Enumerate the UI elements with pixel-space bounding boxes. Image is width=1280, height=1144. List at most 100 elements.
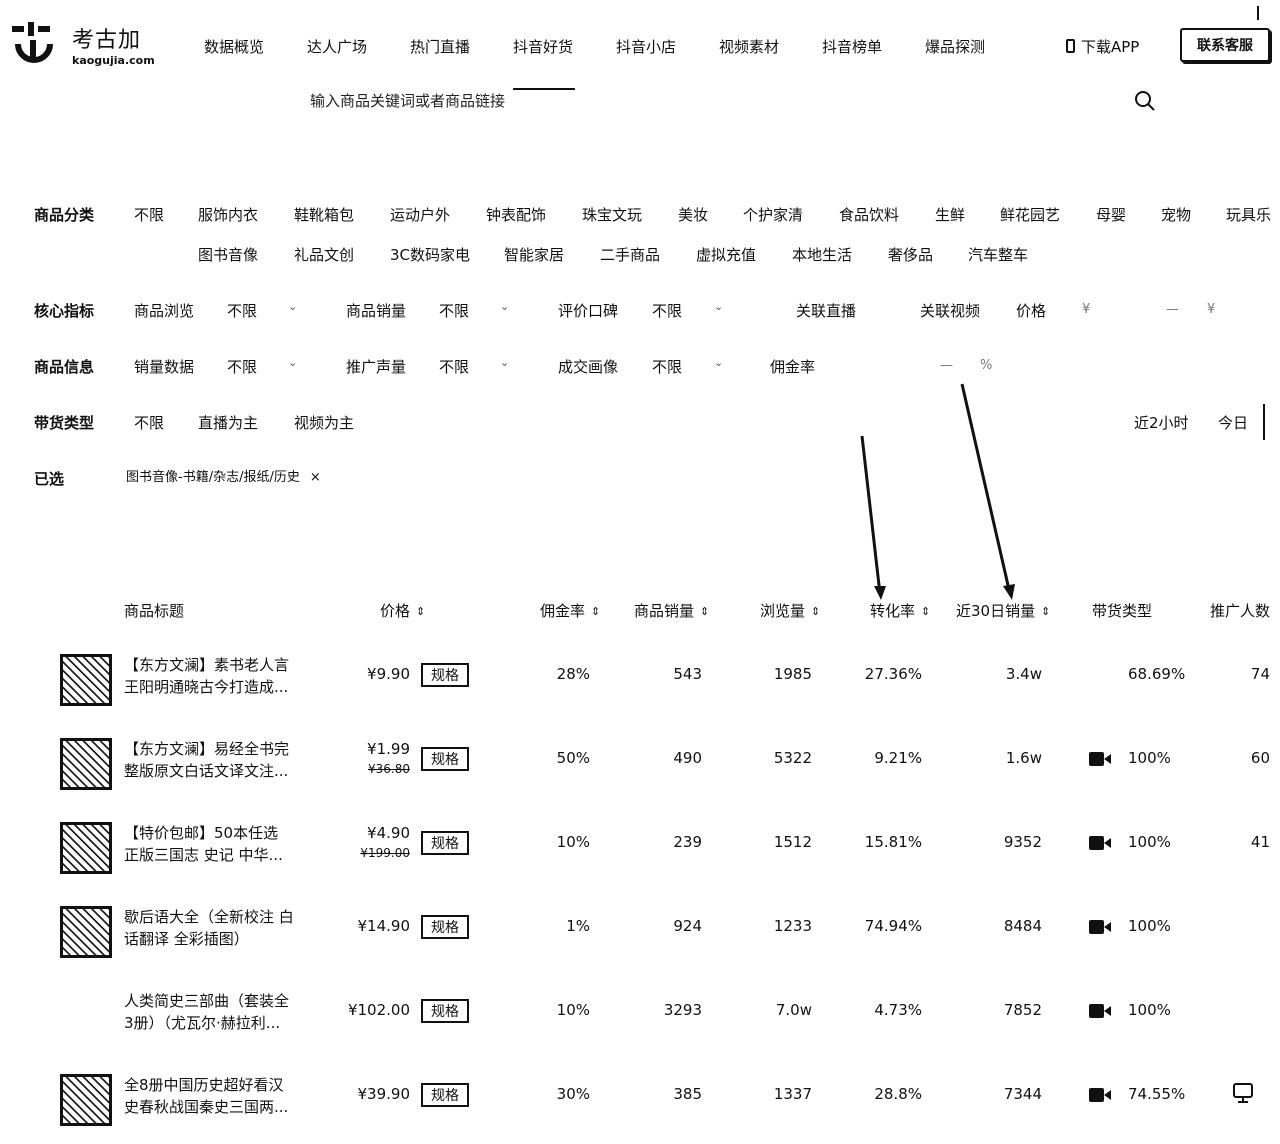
carry-type-option[interactable]: 直播为主 <box>198 414 259 432</box>
sort-icon[interactable]: ⇕ <box>416 605 426 618</box>
table-row[interactable]: 全8册中国历史超好看汉 史春秋战国秦史三国两... ¥39.90 规格 30% 3… <box>0 1066 1280 1136</box>
table-row[interactable]: 人类简史三部曲（套装全 3册）（尤瓦尔·赫拉利... ¥102.00 规格 10%… <box>0 982 1280 1052</box>
product-thumbnail[interactable] <box>60 1074 112 1126</box>
nav-item-video[interactable]: 视频素材 <box>719 38 780 56</box>
table-row[interactable]: 【东方文澜】易经全书完 整版原文白话文译文注... ¥1.99 ¥36.80 规格 … <box>0 730 1280 800</box>
monitor-icon[interactable] <box>1232 1082 1254 1104</box>
col-header-conversion[interactable]: 转化率 ⇕ <box>870 600 930 621</box>
product-title[interactable]: 歇后语大全（全新校注 白话翻译 全彩插图） <box>124 908 294 948</box>
category-option[interactable]: 服饰内衣 <box>198 206 259 224</box>
category-option[interactable]: 图书音像 <box>198 246 259 264</box>
category-option[interactable]: 钟表配饰 <box>486 206 547 224</box>
col-header-commission[interactable]: 佣金率 ⇕ <box>540 600 600 621</box>
col-header-views-label: 浏览量 <box>760 602 806 620</box>
core-metrics-row: 核心指标 商品浏览 不限 ⌄ 商品销量 不限 ⌄ 评价口碑 不限 ⌄ 关联直播 … <box>0 300 1280 324</box>
category-option[interactable]: 宠物 <box>1161 206 1192 224</box>
category-option[interactable]: 汽车整车 <box>968 246 1029 264</box>
spec-button[interactable]: 规格 <box>421 747 469 771</box>
promo-volume-select[interactable]: 不限 <box>439 358 470 376</box>
spec-button[interactable]: 规格 <box>421 831 469 855</box>
nav-item-shop[interactable]: 抖音小店 <box>616 38 677 56</box>
sort-icon[interactable]: ⇕ <box>1041 605 1051 618</box>
category-option[interactable]: 母婴 <box>1096 206 1127 224</box>
category-option[interactable]: 礼品文创 <box>294 246 355 264</box>
product-thumbnail[interactable] <box>60 906 112 958</box>
chevron-down-icon[interactable]: ⌄ <box>500 300 510 313</box>
chevron-down-icon[interactable]: ⌄ <box>714 300 724 313</box>
spec-button[interactable]: 规格 <box>421 999 469 1023</box>
nav-item-rankings[interactable]: 抖音榜单 <box>822 38 883 56</box>
category-option[interactable]: 鞋靴箱包 <box>294 206 355 224</box>
chevron-down-icon[interactable]: ⌄ <box>288 356 298 369</box>
category-option[interactable]: 运动户外 <box>390 206 451 224</box>
nav-item-overview[interactable]: 数据概览 <box>204 38 265 56</box>
category-option[interactable]: 奢侈品 <box>888 246 934 264</box>
category-option[interactable]: 3C数码家电 <box>390 246 471 264</box>
category-option[interactable]: 珠宝文玩 <box>582 206 643 224</box>
promo-volume-label: 推广声量 <box>346 358 407 376</box>
chevron-down-icon[interactable]: ⌄ <box>500 356 510 369</box>
download-label: 下载APP <box>1081 38 1140 56</box>
table-row[interactable]: 歇后语大全（全新校注 白话翻译 全彩插图） ¥14.90 规格 1% 924 1… <box>0 898 1280 968</box>
col-header-price[interactable]: 价格 ⇕ <box>380 600 425 621</box>
time-option-2h[interactable]: 近2小时 <box>1134 414 1189 432</box>
category-option[interactable]: 生鲜 <box>935 206 966 224</box>
product-thumbnail[interactable] <box>60 738 112 790</box>
product-thumbnail[interactable] <box>60 990 112 1042</box>
product-thumbnail[interactable] <box>60 654 112 706</box>
commission-max-input[interactable]: % <box>980 358 993 373</box>
col-header-sales[interactable]: 商品销量 ⇕ <box>634 600 709 621</box>
category-option[interactable]: 个护家清 <box>743 206 804 224</box>
buyer-profile-select[interactable]: 不限 <box>652 358 683 376</box>
product-title[interactable]: 全8册中国历史超好看汉 史春秋战国秦史三国两... <box>124 1076 289 1116</box>
search-input[interactable]: 输入商品关键词或者商品链接 <box>310 92 506 110</box>
product-thumbnail[interactable] <box>60 822 112 874</box>
category-option[interactable]: 美妆 <box>678 206 709 224</box>
col-header-sales30[interactable]: 近30日销量 ⇕ <box>956 600 1050 621</box>
category-option[interactable]: 食品饮料 <box>839 206 900 224</box>
nav-item-goods[interactable]: 抖音好货 <box>513 38 574 56</box>
category-option[interactable]: 二手商品 <box>600 246 661 264</box>
sort-icon[interactable]: ⇕ <box>811 605 821 618</box>
product-title[interactable]: 【东方文澜】素书老人言 王阳明通晓古今打造成... <box>124 656 290 696</box>
chevron-down-icon[interactable]: ⌄ <box>288 300 298 313</box>
browse-select[interactable]: 不限 <box>227 302 258 320</box>
nav-item-influencers[interactable]: 达人广场 <box>307 38 368 56</box>
time-option-today[interactable]: 今日 <box>1218 414 1249 432</box>
table-row[interactable]: 【特价包邮】50本任选 正版三国志 史记 中华... ¥4.90 ¥199.00 规… <box>0 814 1280 884</box>
review-select[interactable]: 不限 <box>652 302 683 320</box>
sales-data-select[interactable]: 不限 <box>227 358 258 376</box>
category-option[interactable]: 智能家居 <box>504 246 565 264</box>
carry-type-option[interactable]: 视频为主 <box>294 414 355 432</box>
sort-icon[interactable]: ⇕ <box>921 605 931 618</box>
category-option[interactable]: 不限 <box>134 206 165 224</box>
spec-button[interactable]: 规格 <box>421 915 469 939</box>
category-option[interactable]: 本地生活 <box>792 246 853 264</box>
close-icon[interactable]: × <box>309 470 321 485</box>
sort-icon[interactable]: ⇕ <box>700 605 710 618</box>
category-option[interactable]: 鲜花园艺 <box>1000 206 1061 224</box>
product-title[interactable]: 【特价包邮】50本任选 正版三国志 史记 中华... <box>124 824 283 864</box>
nav-item-hot-detect[interactable]: 爆品探测 <box>925 38 986 56</box>
price-min-input[interactable]: ¥ <box>1082 302 1091 317</box>
category-option[interactable]: 玩具乐 <box>1226 206 1272 224</box>
product-title[interactable]: 人类简史三部曲（套装全 3册）（尤瓦尔·赫拉利... <box>124 992 290 1032</box>
spec-button[interactable]: 规格 <box>421 663 469 687</box>
spec-button[interactable]: 规格 <box>421 1083 469 1107</box>
related-live-filter[interactable]: 关联直播 <box>796 302 857 320</box>
category-option[interactable]: 虚拟充值 <box>696 246 757 264</box>
contact-service-button[interactable]: 联系客服 <box>1180 28 1270 62</box>
logo[interactable]: 考古加 kaogujia.com <box>10 20 160 76</box>
table-row[interactable]: 【东方文澜】素书老人言 王阳明通晓古今打造成... ¥9.90 规格 28% 54… <box>0 646 1280 716</box>
nav-item-live[interactable]: 热门直播 <box>410 38 471 56</box>
sort-icon[interactable]: ⇕ <box>591 605 601 618</box>
col-header-views[interactable]: 浏览量 ⇕ <box>760 600 820 621</box>
chevron-down-icon[interactable]: ⌄ <box>714 356 724 369</box>
carry-type-option[interactable]: 不限 <box>134 414 165 432</box>
download-app-link[interactable]: 下载APP <box>1066 36 1139 57</box>
search-icon[interactable] <box>1134 90 1156 112</box>
product-title[interactable]: 【东方文澜】易经全书完 整版原文白话文译文注... <box>124 740 290 780</box>
sales-select[interactable]: 不限 <box>439 302 470 320</box>
related-video-filter[interactable]: 关联视频 <box>920 302 981 320</box>
price-max-input[interactable]: ¥ <box>1207 302 1216 317</box>
